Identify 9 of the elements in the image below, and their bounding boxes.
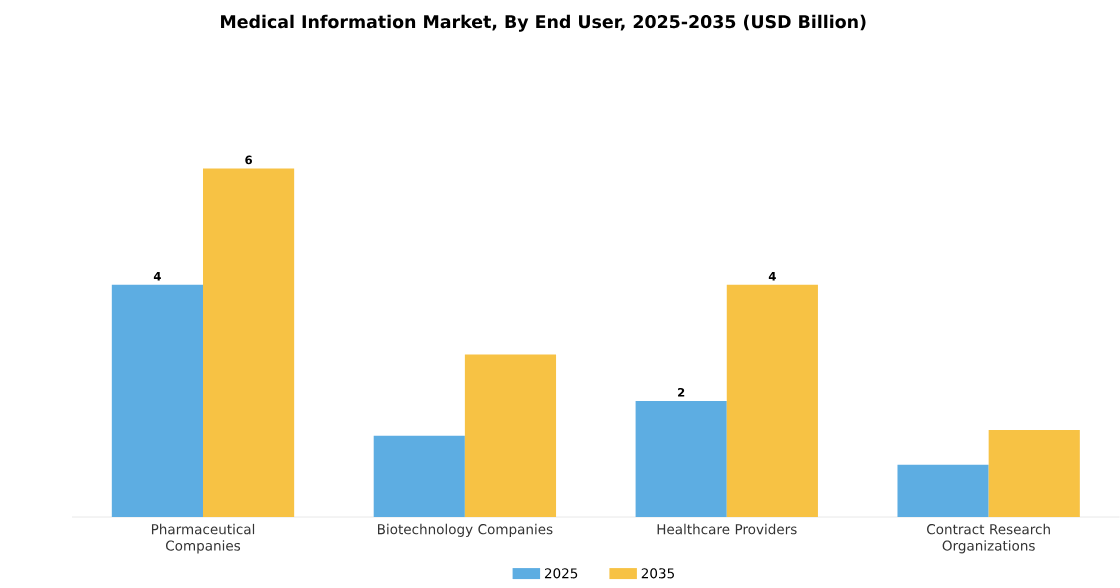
bar xyxy=(635,400,727,517)
bar xyxy=(464,353,557,517)
bar xyxy=(111,284,203,517)
chart-title: Medical Information Market, By End User, 2025-2035 (USD Billion) xyxy=(221,14,866,32)
bar xyxy=(202,168,295,517)
bar xyxy=(897,464,989,517)
bar xyxy=(726,284,818,517)
bar xyxy=(988,429,1080,517)
bar xyxy=(373,435,465,517)
